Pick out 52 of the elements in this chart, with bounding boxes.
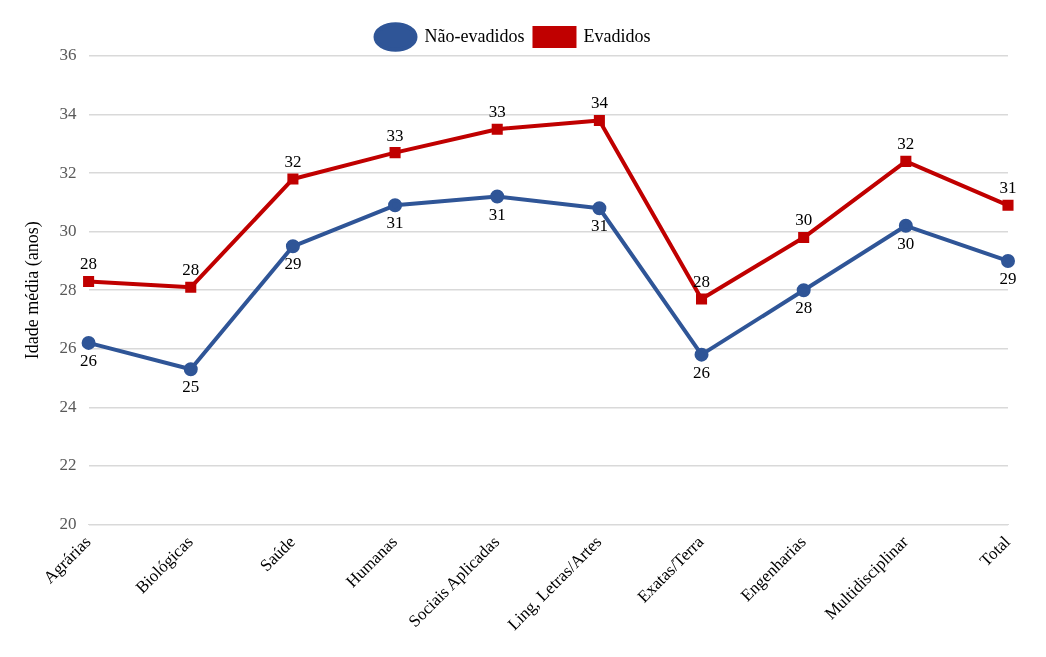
data-label: 32 xyxy=(284,151,302,171)
data-label: 33 xyxy=(488,102,506,122)
point xyxy=(900,155,912,167)
y-axis-title: Idade média (anos) xyxy=(21,221,43,360)
data-label: 26 xyxy=(693,362,711,382)
point xyxy=(1001,253,1015,268)
data-label: 31 xyxy=(590,216,608,236)
legend-label: Não-evadidos xyxy=(424,25,525,46)
data-label: 26 xyxy=(80,350,98,370)
point xyxy=(183,362,198,377)
point xyxy=(898,218,913,233)
point xyxy=(592,201,607,216)
data-label: 28 xyxy=(182,260,200,280)
data-label: 28 xyxy=(693,271,711,291)
point xyxy=(285,239,300,254)
point xyxy=(388,198,403,213)
data-label: 30 xyxy=(795,210,813,230)
legend-label: Evadidos xyxy=(583,25,651,46)
point xyxy=(1002,199,1014,211)
data-label: 32 xyxy=(897,134,915,154)
data-label: 33 xyxy=(386,125,404,145)
y-tick-label: 36 xyxy=(59,45,77,65)
point xyxy=(796,283,811,298)
data-label: 31 xyxy=(386,213,404,233)
y-tick-label: 26 xyxy=(59,338,77,358)
y-tick-label: 32 xyxy=(59,162,77,182)
point xyxy=(491,123,503,135)
y-tick-label: 20 xyxy=(59,513,77,533)
point xyxy=(287,173,299,185)
y-tick-label: 22 xyxy=(59,455,77,475)
point xyxy=(389,147,401,159)
data-label: 25 xyxy=(182,377,200,397)
data-label: 31 xyxy=(999,178,1017,198)
y-tick-label: 28 xyxy=(59,279,77,299)
point xyxy=(490,189,505,204)
y-tick-label: 30 xyxy=(59,221,77,241)
y-tick-label: 34 xyxy=(59,104,78,124)
data-label: 28 xyxy=(795,298,813,318)
data-label: 31 xyxy=(488,204,506,224)
point xyxy=(185,281,197,293)
point xyxy=(798,231,810,244)
point xyxy=(593,114,605,126)
point xyxy=(81,335,96,350)
data-label: 28 xyxy=(80,254,98,274)
data-label: 29 xyxy=(284,254,302,274)
point xyxy=(696,293,708,305)
y-tick-label: 24 xyxy=(59,396,78,416)
point xyxy=(694,347,709,362)
data-label: 30 xyxy=(897,233,915,253)
point xyxy=(83,275,95,287)
data-label: 34 xyxy=(590,93,609,113)
data-label: 29 xyxy=(999,268,1017,288)
